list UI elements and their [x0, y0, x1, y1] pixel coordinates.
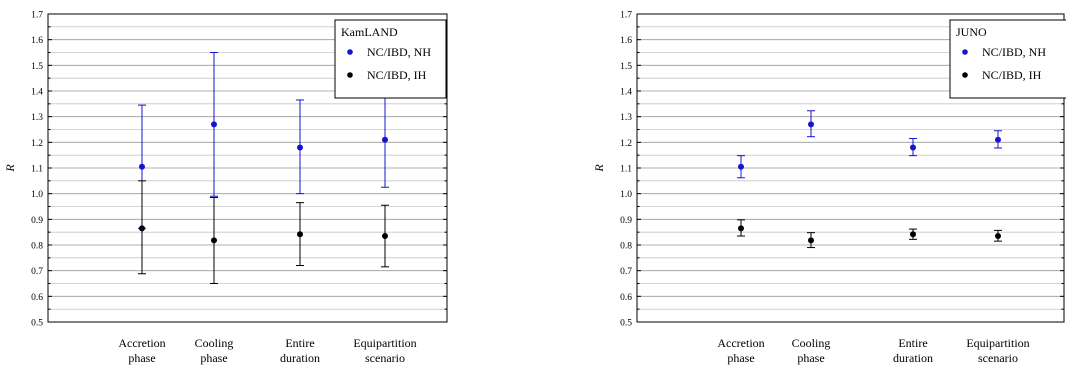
- x-category-label: scenario: [365, 351, 405, 365]
- data-point: [297, 231, 303, 238]
- x-category-label: Accretion: [717, 336, 764, 350]
- x-category-label: Equipartition: [966, 336, 1029, 350]
- y-tick-label: 0.5: [31, 319, 43, 329]
- legend-entry-label: NC/IBD, NH: [982, 45, 1046, 59]
- data-point: [382, 233, 388, 240]
- juno-panel: 0.5 0.6 0.7 0.8 0.9 1.0 1.1 1.2 1.3 1.4 1.5 1.6 1.7 R…: [592, 11, 1066, 365]
- x-category-label: Accretion: [118, 336, 165, 350]
- data-point: [995, 233, 1001, 240]
- y-tick-label: 1.7: [31, 11, 43, 21]
- y-tick-label: 1.0: [31, 190, 43, 200]
- y-tick-label: 1.5: [620, 62, 632, 72]
- legend-entry-label: NC/IBD, NH: [367, 45, 431, 59]
- x-category-label: duration: [280, 351, 320, 365]
- data-point: [297, 144, 303, 151]
- y-tick-label: 0.6: [620, 293, 632, 303]
- y-axis-label: R: [592, 164, 606, 173]
- data-point: [211, 121, 217, 128]
- legend-marker: [962, 49, 968, 55]
- data-point: [382, 136, 388, 143]
- y-tick-label: 0.8: [31, 242, 43, 252]
- y-tick-label: 0.9: [620, 216, 632, 226]
- x-category-label: phase: [727, 351, 754, 365]
- y-tick-label: 1.6: [31, 36, 43, 46]
- y-tick-label: 0.9: [31, 216, 43, 226]
- legend-title: JUNO: [956, 25, 987, 39]
- y-tick-label: 1.7: [620, 11, 632, 21]
- data-point: [139, 163, 145, 170]
- y-tick-label: 1.0: [620, 190, 632, 200]
- y-tick-label: 0.8: [620, 242, 632, 252]
- y-tick-label: 1.2: [620, 139, 632, 149]
- y-tick-label: 1.1: [31, 165, 43, 175]
- y-tick-label: 1.2: [31, 139, 43, 149]
- legend-title: KamLAND: [341, 25, 398, 39]
- y-tick-label: 1.3: [620, 113, 632, 123]
- y-tick-label: 1.5: [31, 62, 43, 72]
- x-category-label: phase: [797, 351, 824, 365]
- data-point: [139, 225, 145, 232]
- y-tick-label: 0.7: [31, 267, 43, 277]
- legend-marker: [347, 72, 353, 78]
- y-tick-label: 0.6: [31, 293, 43, 303]
- legend-marker: [347, 49, 353, 55]
- y-tick-label: 0.7: [620, 267, 632, 277]
- kamland-panel: 0.5 0.6 0.7 0.8 0.9 1.0 1.1 1.2 1.3 1.4 1.5 1.6 1.7 R…: [3, 11, 448, 365]
- x-category-label: scenario: [978, 351, 1018, 365]
- data-point: [910, 231, 916, 238]
- x-category-label: Cooling: [195, 336, 234, 350]
- y-tick-label: 1.4: [31, 88, 43, 98]
- x-category-label: duration: [893, 351, 933, 365]
- x-category-label: phase: [128, 351, 155, 365]
- x-category-label: Cooling: [792, 336, 831, 350]
- x-category-label: Equipartition: [353, 336, 416, 350]
- legend-box: [334, 19, 447, 99]
- y-tick-label: 1.4: [620, 88, 632, 98]
- data-point: [910, 144, 916, 151]
- y-axis-label: R: [3, 164, 17, 173]
- legend-entry-label: NC/IBD, IH: [982, 68, 1042, 82]
- legend-marker: [962, 72, 968, 78]
- legend-box: [949, 19, 1066, 99]
- y-tick-label: 1.3: [31, 113, 43, 123]
- legend-entry-label: NC/IBD, IH: [367, 68, 427, 82]
- data-point: [738, 225, 744, 232]
- data-point: [738, 163, 744, 170]
- data-point: [995, 136, 1001, 143]
- x-category-label: phase: [200, 351, 227, 365]
- x-category-label: Entire: [285, 336, 314, 350]
- y-tick-label: 1.1: [620, 165, 632, 175]
- data-point: [211, 237, 217, 244]
- x-category-label: Entire: [898, 336, 927, 350]
- data-point: [808, 237, 814, 244]
- y-tick-label: 1.6: [620, 36, 632, 46]
- y-tick-label: 0.5: [620, 319, 632, 329]
- data-point: [808, 121, 814, 128]
